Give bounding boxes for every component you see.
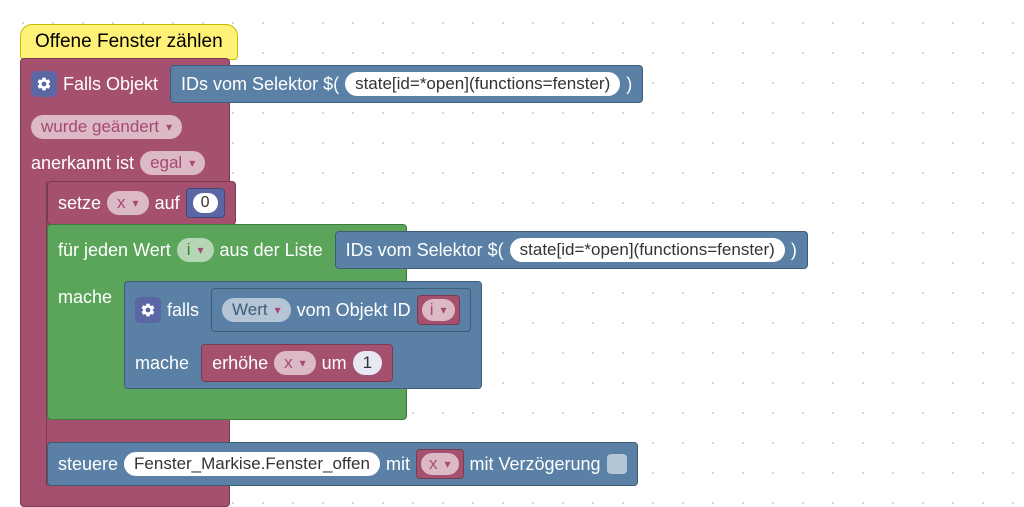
blockly-workspace[interactable]: Offene Fenster zählen Falls Objekt IDs v… [20,24,238,507]
anerkannt-label: anerkannt ist [31,153,134,174]
control-var[interactable]: x [421,453,459,475]
increment-var[interactable]: x [274,351,316,375]
control-var-chip[interactable]: x [416,449,464,479]
number-block[interactable]: 0 [186,188,225,218]
selector-block[interactable]: IDs vom Selektor $( state[id=*open](func… [170,65,643,103]
aus-der-liste-label: aus der Liste [220,240,323,261]
increment-block[interactable]: erhöhe x um 1 [201,344,393,382]
mit-verzogerung-label: mit Verzögerung [470,454,601,475]
erhohe-label: erhöhe [212,353,268,374]
control-block[interactable]: steuere Fenster_Markise.Fenster_offen mi… [47,442,638,486]
mit-label: mit [386,454,410,475]
auf-label: auf [155,193,180,214]
loop-selector-value[interactable]: state[id=*open](functions=fenster) [510,238,785,262]
if-block[interactable]: falls Wert vom Objekt ID i [124,281,481,389]
changed-dropdown[interactable]: wurde geändert [31,115,182,139]
for-each-block[interactable]: für jeden Wert i aus der Liste IDs vom S… [47,224,407,420]
anerkannt-dropdown[interactable]: egal [140,151,205,175]
vom-objekt-label: vom Objekt ID [297,300,411,321]
loop-selector-label: IDs vom Selektor $( [346,240,504,261]
hat-label: Offene Fenster zählen [35,31,223,52]
delay-checkbox[interactable] [607,454,627,474]
um-label: um [322,353,347,374]
setze-label: setze [58,193,101,214]
wert-dropdown[interactable]: Wert [222,298,291,322]
iter-var-dropdown[interactable]: i [177,238,214,262]
set-variable-block[interactable]: setze x auf 0 [47,181,236,225]
gear-icon[interactable] [31,71,57,97]
set-var-dropdown[interactable]: x [107,191,149,215]
control-target[interactable]: Fenster_Markise.Fenster_offen [124,452,380,476]
event-on-change-block[interactable]: Falls Objekt IDs vom Selektor $( state[i… [20,58,230,507]
for-each-label: für jeden Wert [58,240,171,261]
gear-icon[interactable] [135,297,161,323]
selector-close: ) [626,74,632,95]
iter-var-chip[interactable]: i [417,295,460,325]
selector-value[interactable]: state[id=*open](functions=fenster) [345,72,620,96]
steuere-label: steuere [58,454,118,475]
selector-label: IDs vom Selektor $( [181,74,339,95]
falls-objekt-label: Falls Objekt [63,74,158,95]
hat-block[interactable]: Offene Fenster zählen [20,24,238,60]
iter-var-i[interactable]: i [422,299,455,321]
number-value[interactable]: 0 [193,193,218,213]
value-of-object-block[interactable]: Wert vom Objekt ID i [211,288,470,332]
loop-mache-label: mache [58,281,112,308]
loop-selector-block[interactable]: IDs vom Selektor $( state[id=*open](func… [335,231,808,269]
loop-selector-close: ) [791,240,797,261]
increment-value[interactable]: 1 [353,351,382,375]
falls-label: falls [167,300,199,321]
if-mache-label: mache [135,353,189,374]
